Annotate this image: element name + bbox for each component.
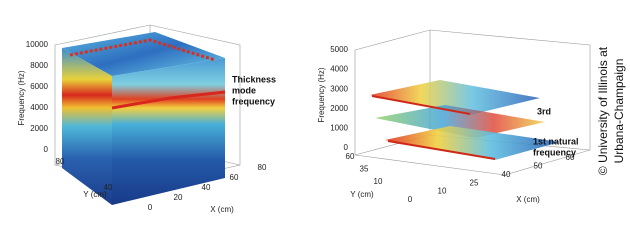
y-tick-label: 35 (360, 165, 369, 174)
x-axis-label: X (cm) (210, 205, 234, 214)
x-tick-label: 60 (566, 153, 575, 162)
z-axis-label: Frequency (Hz) (317, 67, 326, 122)
z-tick-label: 1000 (330, 124, 348, 133)
y-axis-label: Y (cm) (83, 190, 107, 199)
x-tick-label: 40 (502, 170, 511, 179)
annotation: 1st natural (533, 136, 579, 146)
z-tick-label: 3000 (330, 84, 348, 93)
z-tick-label: 2000 (30, 124, 48, 133)
annotation: frequency (232, 96, 275, 106)
z-tick-label: 0 (344, 143, 349, 152)
z-tick-label: 10000 (26, 40, 49, 49)
y-tick-label: 10 (374, 177, 383, 186)
y-tick-label: 60 (346, 152, 355, 161)
left-volume (62, 32, 226, 205)
z-tick-label: 8000 (30, 61, 48, 70)
y-tick-label: 40 (104, 183, 113, 192)
x-tick-label: 80 (258, 163, 267, 172)
right-volume (370, 80, 560, 160)
z-tick-label: 4000 (330, 65, 348, 74)
z-tick-label: 0 (44, 145, 49, 154)
z-tick-label: 4000 (30, 103, 48, 112)
annotation: frequency (533, 147, 576, 157)
x-tick-label: 50 (534, 162, 543, 171)
x-tick-label: 20 (174, 193, 183, 202)
credit-line: Urbana-Champaign (612, 59, 626, 164)
x-tick-label: 0 (148, 203, 153, 212)
y-axis-label: Y (cm) (350, 190, 374, 199)
figure: © University of Illinois at Urbana-Champ… (17, 24, 626, 214)
x-axis-label: X (cm) (516, 195, 540, 204)
credit-line: © University of Illinois at (596, 46, 610, 175)
y-tick-label: 80 (56, 157, 65, 166)
z-axis-label: Frequency (Hz) (17, 70, 26, 125)
z-tick-label: 6000 (30, 82, 48, 91)
z-tick-label: 2000 (330, 104, 348, 113)
annotation: 3rd (537, 106, 551, 116)
annotation: mode (232, 85, 256, 95)
z-tick-label: 5000 (330, 45, 348, 54)
x-tick-label: 0 (408, 195, 413, 204)
x-tick-label: 25 (470, 178, 479, 187)
x-tick-label: 10 (438, 187, 447, 196)
x-tick-label: 40 (202, 183, 211, 192)
x-tick-label: 60 (230, 173, 239, 182)
annotation: Thickness (232, 74, 276, 84)
